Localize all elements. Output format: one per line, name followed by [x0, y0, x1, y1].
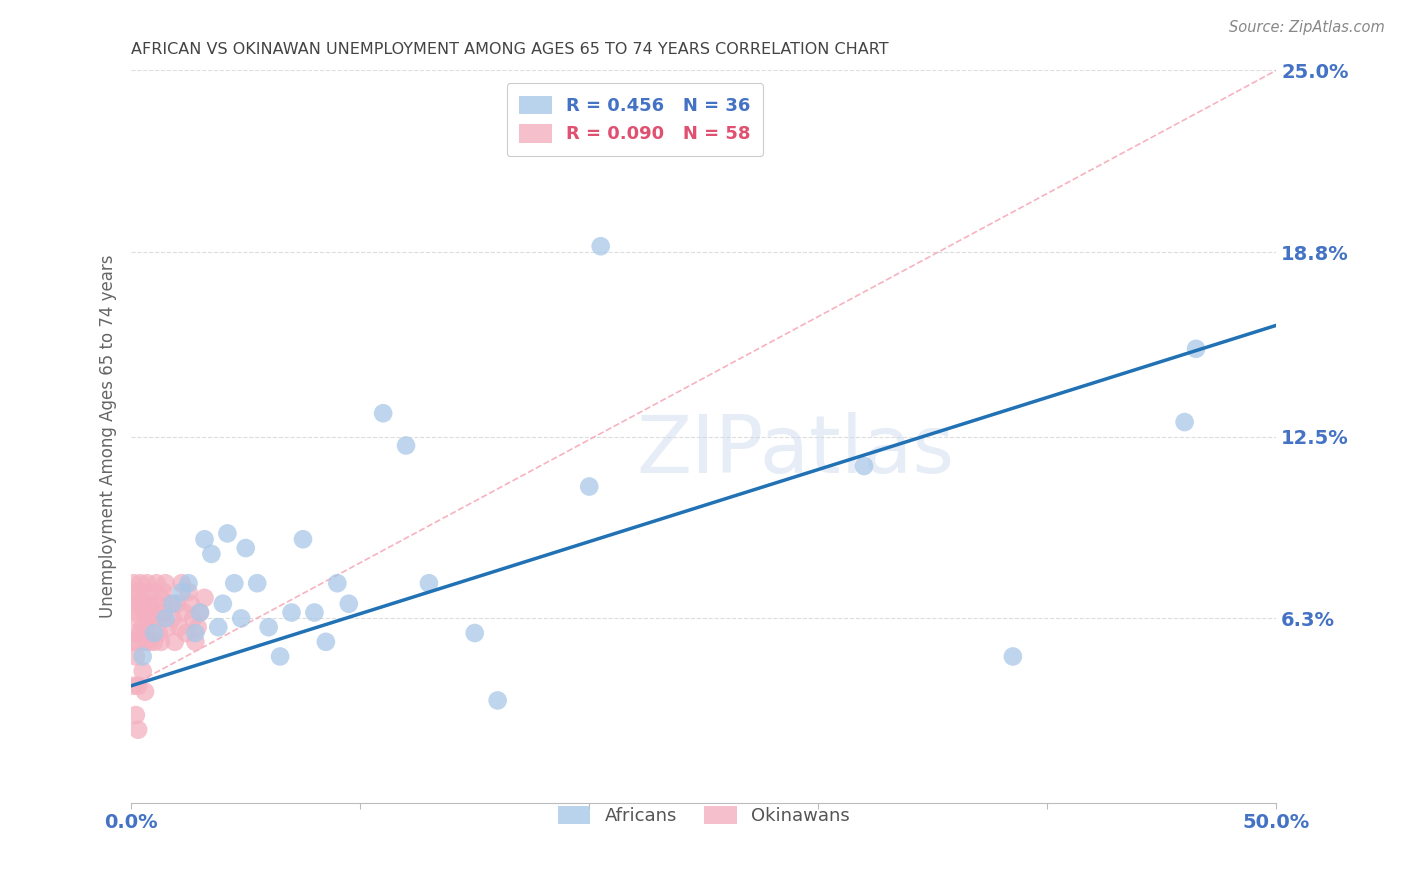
Point: [143, 626, 166, 640]
Point: [315, 635, 337, 649]
Point: [162, 597, 184, 611]
Point: [155, 611, 177, 625]
Point: [853, 458, 876, 473]
Point: [181, 611, 204, 625]
Point: [134, 585, 156, 599]
Point: [141, 585, 163, 599]
Point: [127, 591, 149, 605]
Point: [138, 597, 160, 611]
Point: [141, 611, 163, 625]
Point: [145, 597, 167, 611]
Point: [257, 620, 280, 634]
Y-axis label: Unemployment Among Ages 65 to 74 years: Unemployment Among Ages 65 to 74 years: [100, 255, 117, 618]
Point: [150, 591, 173, 605]
Point: [211, 597, 233, 611]
Point: [180, 597, 202, 611]
Point: [148, 626, 170, 640]
Point: [188, 606, 211, 620]
Text: AFRICAN VS OKINAWAN UNEMPLOYMENT AMONG AGES 65 TO 74 YEARS CORRELATION CHART: AFRICAN VS OKINAWAN UNEMPLOYMENT AMONG A…: [131, 42, 889, 57]
Point: [304, 606, 326, 620]
Point: [134, 635, 156, 649]
Point: [136, 576, 159, 591]
Point: [156, 620, 179, 634]
Point: [125, 708, 148, 723]
Point: [166, 597, 188, 611]
Point: [122, 576, 145, 591]
Point: [131, 649, 153, 664]
Point: [187, 620, 209, 634]
Point: [169, 620, 191, 634]
Point: [486, 693, 509, 707]
Point: [184, 635, 207, 649]
Point: [127, 611, 149, 625]
Point: [134, 684, 156, 698]
Point: [134, 606, 156, 620]
Point: [217, 526, 239, 541]
Point: [269, 649, 291, 664]
Point: [131, 664, 153, 678]
Point: [143, 635, 166, 649]
Point: [235, 541, 257, 555]
Point: [589, 239, 612, 253]
Point: [122, 635, 145, 649]
Point: [131, 620, 153, 634]
Point: [578, 479, 600, 493]
Point: [207, 620, 229, 634]
Text: Source: ZipAtlas.com: Source: ZipAtlas.com: [1229, 20, 1385, 35]
Point: [127, 635, 149, 649]
Point: [125, 585, 148, 599]
Point: [326, 576, 349, 591]
Point: [337, 597, 360, 611]
Point: [145, 576, 167, 591]
Point: [125, 606, 148, 620]
Point: [170, 576, 193, 591]
Point: [177, 576, 200, 591]
Point: [373, 406, 395, 420]
Point: [188, 606, 211, 620]
Point: [170, 585, 193, 599]
Point: [173, 606, 195, 620]
Point: [224, 576, 246, 591]
Point: [184, 626, 207, 640]
Point: [122, 597, 145, 611]
Point: [125, 626, 148, 640]
Point: [148, 611, 170, 625]
Point: [291, 533, 314, 547]
Point: [152, 585, 174, 599]
Legend: Africans, Okinawans: Africans, Okinawans: [548, 797, 859, 834]
Point: [152, 606, 174, 620]
Point: [122, 679, 145, 693]
Point: [193, 533, 215, 547]
Point: [129, 626, 152, 640]
Point: [200, 547, 222, 561]
Point: [231, 611, 253, 625]
Point: [129, 576, 152, 591]
Point: [1001, 649, 1024, 664]
Point: [163, 635, 186, 649]
Point: [143, 606, 166, 620]
Point: [246, 576, 269, 591]
Point: [155, 576, 177, 591]
Point: [1185, 342, 1208, 356]
Point: [150, 635, 173, 649]
Point: [138, 635, 160, 649]
Point: [136, 611, 159, 625]
Point: [125, 649, 148, 664]
Point: [193, 591, 215, 605]
Point: [129, 597, 152, 611]
Point: [127, 723, 149, 737]
Point: [136, 626, 159, 640]
Point: [159, 597, 181, 611]
Point: [174, 626, 197, 640]
Point: [162, 611, 184, 625]
Point: [127, 679, 149, 693]
Point: [177, 585, 200, 599]
Point: [395, 438, 418, 452]
Point: [464, 626, 486, 640]
Point: [131, 597, 153, 611]
Point: [418, 576, 440, 591]
Point: [280, 606, 302, 620]
Point: [1174, 415, 1197, 429]
Text: ZIPatlas: ZIPatlas: [637, 412, 955, 491]
